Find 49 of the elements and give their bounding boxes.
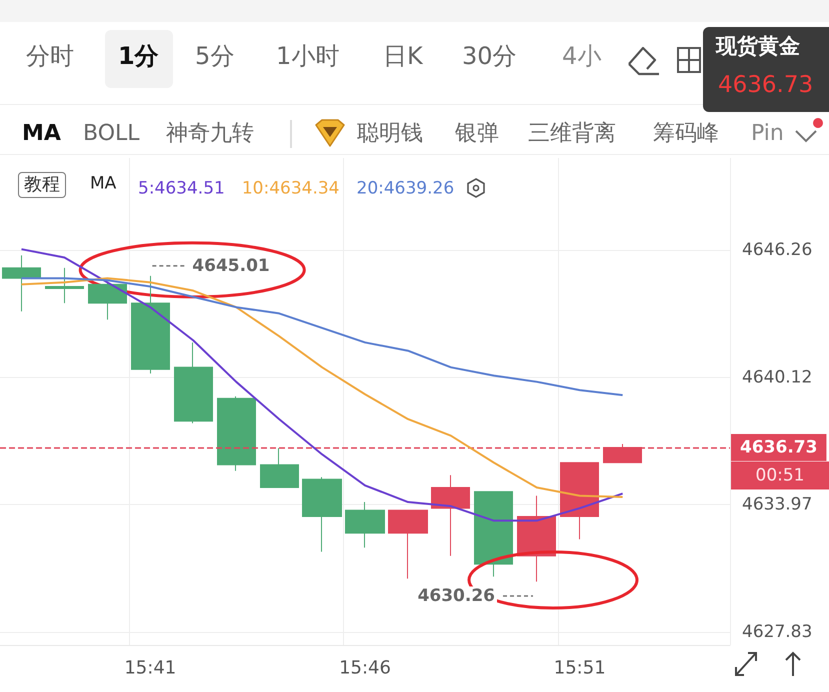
text: 聪明钱	[357, 121, 423, 148]
candlestick	[131, 275, 170, 374]
text: 10:4634.34	[242, 178, 340, 198]
candlestick	[2, 254, 41, 312]
ref-line-label: 4636.73	[740, 438, 818, 458]
text: 30分	[462, 42, 517, 71]
text: 5:4634.51	[138, 178, 225, 198]
text: 现货黄金	[716, 34, 800, 60]
candlestick	[345, 502, 385, 548]
x-tick-label: 15:41	[124, 658, 176, 678]
text: 5分	[195, 42, 234, 71]
candlestick	[388, 510, 428, 580]
text: MA	[22, 121, 61, 148]
candlestick	[302, 476, 342, 552]
text: Pin	[751, 121, 784, 148]
candlestick	[474, 491, 513, 578]
candlestick	[560, 462, 599, 540]
line-series	[20, 248, 624, 522]
candlestick	[174, 342, 213, 424]
candlestick	[217, 396, 256, 472]
text: 筹码峰	[653, 121, 719, 148]
text: 4小	[562, 42, 602, 71]
text: 1分	[118, 42, 159, 71]
y-tick-label: 4640.12	[742, 367, 812, 388]
candlestick	[260, 448, 299, 488]
text: 1小时	[276, 42, 340, 71]
annotation: 4645.01	[192, 256, 270, 276]
text: 银弹	[455, 121, 499, 148]
annotation: 4630.26	[418, 586, 495, 606]
x-tick-label: 15:51	[554, 658, 606, 678]
text: BOLL	[83, 121, 140, 148]
text: 日K	[383, 42, 423, 71]
text: 20:4639.26	[356, 178, 454, 198]
y-tick-label: 4627.83	[742, 622, 812, 642]
y-tick-label: 4633.97	[742, 494, 812, 515]
text: 分时	[26, 42, 74, 71]
x-tick-label: 15:46	[339, 658, 391, 678]
text: 三维背离	[528, 121, 616, 148]
legend-title: MA	[90, 174, 117, 194]
candlestick	[88, 282, 127, 320]
candlestick	[45, 267, 84, 304]
text: 4636.73	[718, 72, 814, 100]
annotation: 教程	[18, 172, 66, 198]
text: 00:51	[756, 466, 804, 486]
line-series	[20, 277, 624, 498]
y-tick-label: 4646.26	[742, 240, 812, 260]
candlestick	[431, 474, 470, 556]
line-series	[20, 277, 624, 396]
text: 神奇九转	[166, 121, 254, 148]
